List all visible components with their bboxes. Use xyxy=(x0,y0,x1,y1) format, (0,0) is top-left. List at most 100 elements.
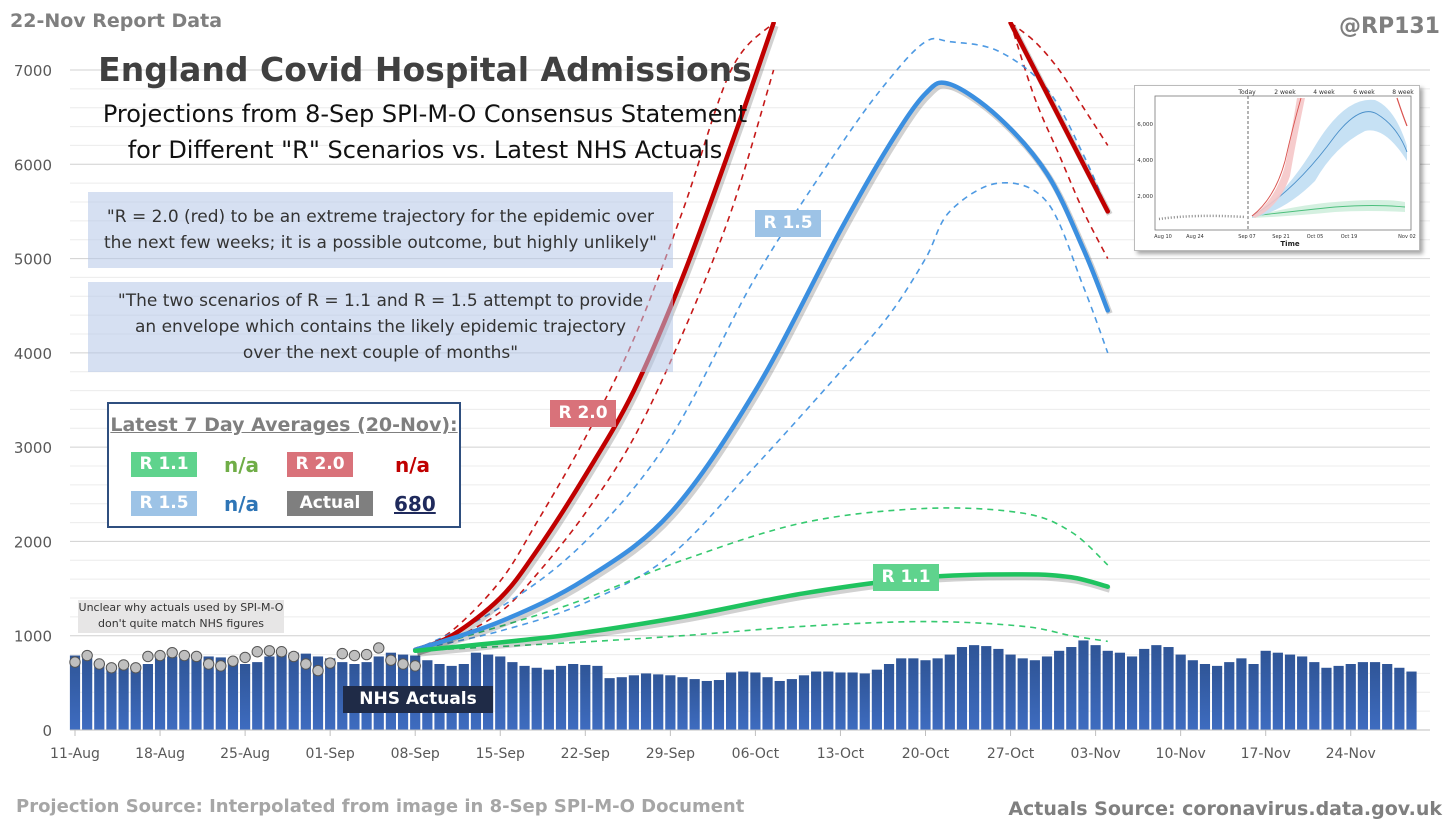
x-tick-label: 10-Nov xyxy=(1156,746,1206,762)
x-tick-label: 24-Nov xyxy=(1326,746,1376,762)
x-tick-label: 22-Sep xyxy=(561,746,610,762)
inset-x-tick: Nov 02 xyxy=(1398,234,1416,240)
x-tick-label: 15-Sep xyxy=(476,746,525,762)
nhs-actual-bar xyxy=(239,664,251,730)
actuals-source: Actuals Source: coronavirus.data.gov.uk xyxy=(1008,798,1442,820)
spim-actual-marker xyxy=(117,659,130,671)
chart-title: England Covid Hospital Admissions xyxy=(98,50,752,89)
spim-actual-marker xyxy=(142,650,154,663)
inset-chart: Time Today 2 week 4 week 6 week 8 week 6,000 4… xyxy=(1137,89,1416,248)
quote-envelope-line-1: "The two scenarios of R = 1.1 and R = 1.… xyxy=(117,291,644,311)
nhs-actual-bar xyxy=(725,672,737,730)
series-tag-r20: R 2.0 xyxy=(550,400,616,427)
legend-chip-r15: R 1.5 xyxy=(131,491,197,516)
spim-actual-marker xyxy=(190,650,203,663)
nhs-actual-bar xyxy=(264,656,275,730)
nhs-actual-bar xyxy=(896,658,907,730)
source-inset-image: Time Today 2 week 4 week 6 week 8 week 6,000 4… xyxy=(1134,85,1420,251)
spim-actual-marker xyxy=(288,650,300,663)
nhs-actual-bar xyxy=(1151,645,1162,730)
nhs-actual-bar xyxy=(883,664,895,730)
nhs-actual-bar xyxy=(847,672,858,730)
series-r20-upper-bound xyxy=(1010,22,1109,146)
spim-actual-marker xyxy=(202,658,215,670)
legend-title: Latest 7 Day Averages (20-Nov): xyxy=(110,414,458,436)
spim-actual-marker xyxy=(409,660,421,672)
legend-chip-r11: R 1.1 xyxy=(131,452,197,477)
axes: 0 1000 2000 3000 4000 5000 6000 7000 11-Aug 18-Au… xyxy=(14,62,1430,762)
note-line-1: Unclear why actuals used by SPI-M-O xyxy=(78,601,284,614)
spim-actual-marker xyxy=(360,648,373,661)
inset-x-tick: Sep 07 xyxy=(1238,234,1255,240)
nhs-actual-bar xyxy=(1054,650,1065,730)
spim-actual-marker xyxy=(275,646,288,658)
note-line-2: don't quite match NHS figures xyxy=(97,617,265,630)
spim-actual-marker xyxy=(130,662,142,674)
y-tick-label: 3000 xyxy=(14,439,52,457)
nhs-actual-bar xyxy=(1260,650,1271,730)
projection-source: Projection Source: Interpolated from ima… xyxy=(16,796,745,817)
nhs-actual-bar xyxy=(1175,654,1186,730)
nhs-actual-bar xyxy=(616,677,627,730)
nhs-actual-bar xyxy=(1321,667,1332,730)
nhs-actual-bar xyxy=(1041,656,1053,730)
nhs-actual-bar xyxy=(1406,671,1417,730)
nhs-actual-bar xyxy=(1394,667,1405,730)
x-tick-label: 29-Sep xyxy=(646,746,695,762)
nhs-actual-bar xyxy=(337,662,348,730)
nhs-actual-bar xyxy=(1369,662,1381,730)
nhs-actual-bar xyxy=(1017,658,1028,730)
nhs-actual-bar xyxy=(993,648,1004,730)
y-tick-label: 2000 xyxy=(14,533,52,551)
nhs-actual-bar xyxy=(130,667,141,730)
nhs-actual-bar xyxy=(798,675,810,730)
nhs-actual-bar xyxy=(1309,662,1320,730)
nhs-actual-bar xyxy=(531,667,542,730)
nhs-actual-bar xyxy=(1078,640,1089,730)
report-date-label: 22-Nov Report Data xyxy=(10,10,223,32)
inset-y-tick: 2,000 xyxy=(1137,194,1153,200)
series-r15-lower-bound xyxy=(415,181,1109,651)
spim-actual-marker xyxy=(239,651,251,664)
nhs-actual-bar xyxy=(701,680,712,730)
series-r11-shadow xyxy=(416,574,1111,657)
inset-x-tick: Oct 05 xyxy=(1307,234,1324,240)
legend-chip-r20: R 2.0 xyxy=(287,452,353,477)
inset-x-tick: Aug 10 xyxy=(1154,234,1172,240)
series-tag-actuals: NHS Actuals xyxy=(343,686,493,713)
quote-envelope-line-3: over the next couple of months" xyxy=(242,343,519,363)
series-tag-r15: R 1.5 xyxy=(755,210,821,237)
nhs-actual-bar xyxy=(628,675,640,730)
nhs-actual-bar xyxy=(871,669,883,730)
inset-header-label: 8 week xyxy=(1392,89,1414,96)
series-r20-line xyxy=(412,22,776,653)
nhs-actual-bar xyxy=(203,656,214,730)
nhs-actual-bar xyxy=(835,672,846,730)
nhs-actual-bar xyxy=(325,658,336,730)
nhs-actual-bar xyxy=(1199,664,1211,730)
nhs-actual-bar xyxy=(167,656,178,730)
spim-actual-marker xyxy=(324,657,336,669)
legend-value-r11: n/a xyxy=(224,453,260,477)
series-r15-line xyxy=(412,80,1110,653)
spim-actual-marker xyxy=(336,647,348,660)
nhs-actual-bar xyxy=(1345,664,1356,730)
spim-actual-marker xyxy=(348,649,361,662)
quote-r20-line-1: "R = 2.0 (red) to be an extreme trajecto… xyxy=(106,207,655,227)
spim-actual-marker xyxy=(105,662,118,674)
nhs-actual-bar xyxy=(580,664,591,730)
spim-actual-marker xyxy=(166,646,178,659)
spim-actual-marker xyxy=(178,649,191,662)
legend-value-r15: n/a xyxy=(224,492,260,516)
nhs-actual-bar xyxy=(191,655,202,730)
nhs-actual-bar xyxy=(823,671,834,730)
x-tick-label: 06-Oct xyxy=(732,746,780,762)
quote-r20-line-2: the next few weeks; it is a possible out… xyxy=(104,233,657,253)
nhs-actual-bar xyxy=(568,664,579,730)
spim-actual-marker xyxy=(385,654,397,666)
nhs-actual-bar xyxy=(1029,660,1040,730)
nhs-actual-bar xyxy=(738,671,749,730)
nhs-actual-bar xyxy=(665,675,676,730)
nhs-actual-bar xyxy=(118,667,129,730)
nhs-actual-bar xyxy=(592,665,603,730)
